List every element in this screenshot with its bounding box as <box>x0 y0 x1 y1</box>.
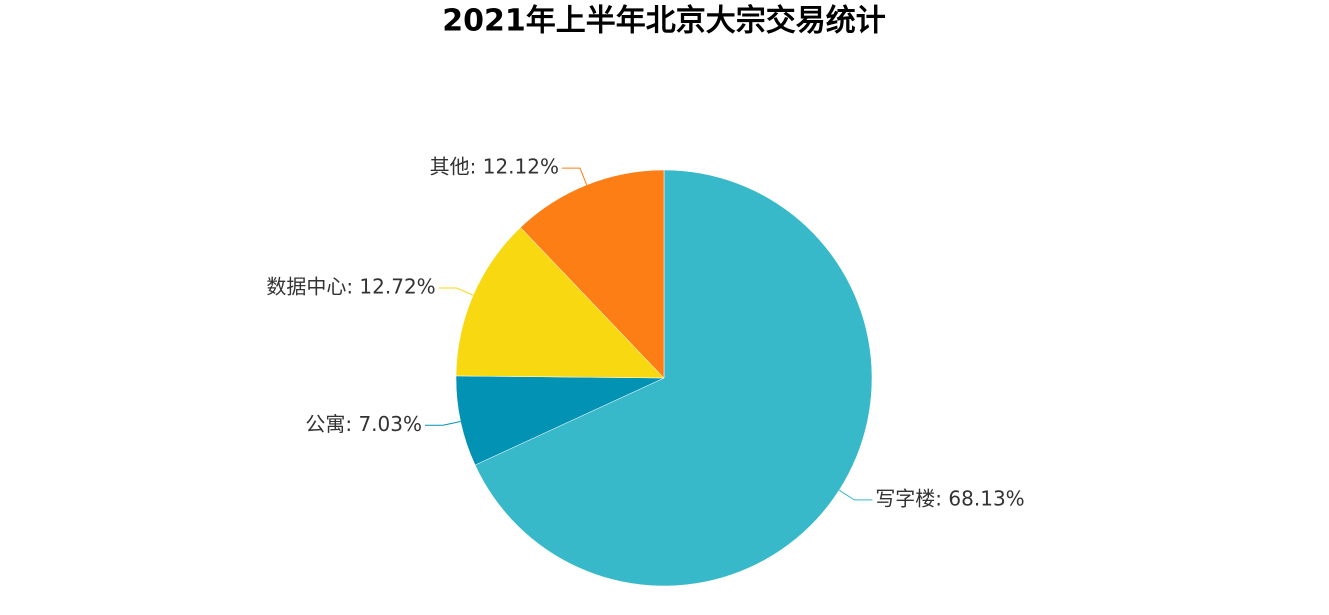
data-label: 其他: 12.12% <box>430 155 559 179</box>
data-label: 数据中心: 12.72% <box>266 274 435 298</box>
label-line <box>838 489 873 501</box>
chart-title: 2021年上半年北京大宗交易统计 <box>442 4 886 39</box>
label-line <box>425 421 461 426</box>
pie-slice <box>474 169 873 587</box>
label-line <box>562 167 588 186</box>
label-line <box>438 287 474 296</box>
data-label: 写字楼: 68.13% <box>875 486 1024 510</box>
data-label: 公寓: 7.03% <box>305 412 422 436</box>
